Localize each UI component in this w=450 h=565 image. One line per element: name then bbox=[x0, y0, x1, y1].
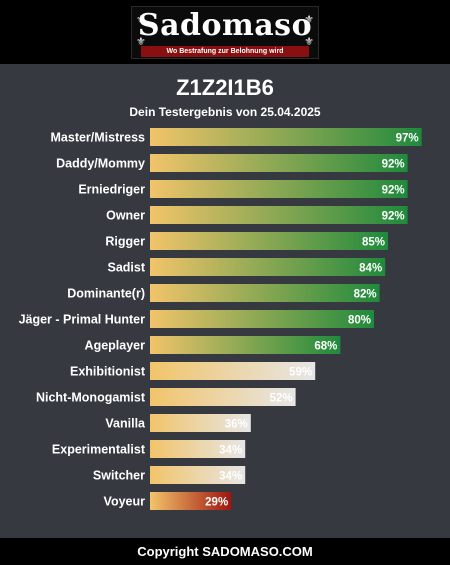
result-subtitle: Dein Testergebnis von 25.04.2025 bbox=[129, 105, 321, 119]
fleur-icon: ⚜ bbox=[136, 14, 146, 26]
bar-value-label: 92% bbox=[382, 159, 405, 171]
category-label: Dominante(r) bbox=[67, 287, 145, 301]
category-label: Master/Mistress bbox=[51, 131, 146, 145]
bar bbox=[150, 362, 316, 380]
category-label: Jäger - Primal Hunter bbox=[19, 313, 146, 327]
bar-value-label: 59% bbox=[289, 367, 312, 379]
category-label: Switcher bbox=[93, 469, 145, 483]
top-bar: ⚜ ⚜ ⚜ ⚜ Sadomaso Wo Bestrafung zur Beloh… bbox=[0, 0, 450, 64]
category-label: Experimentalist bbox=[52, 443, 146, 457]
logo-text: Sadomaso bbox=[137, 8, 313, 43]
bar-value-label: 85% bbox=[362, 237, 385, 249]
result-title: Z1Z2I1B6 bbox=[176, 75, 274, 100]
category-label: Owner bbox=[106, 209, 145, 223]
bar bbox=[150, 284, 380, 302]
logo-tagline: Wo Bestrafung zur Belohnung wird bbox=[141, 46, 309, 57]
footer-copyright: Copyright SADOMASO.COM bbox=[0, 538, 450, 565]
bar-value-label: 84% bbox=[359, 263, 382, 275]
category-label: Sadist bbox=[107, 261, 145, 275]
bar bbox=[150, 232, 388, 250]
category-label: Daddy/Mommy bbox=[56, 157, 145, 171]
bar-value-label: 82% bbox=[354, 289, 377, 301]
bar bbox=[150, 258, 386, 276]
bar-value-label: 36% bbox=[225, 419, 248, 431]
bar-value-label: 52% bbox=[270, 393, 293, 405]
bar bbox=[150, 154, 408, 172]
category-label: Rigger bbox=[105, 235, 145, 249]
bar-value-label: 80% bbox=[348, 315, 371, 327]
bar bbox=[150, 388, 296, 406]
bar-value-label: 34% bbox=[219, 471, 242, 483]
site-logo[interactable]: ⚜ ⚜ ⚜ ⚜ Sadomaso Wo Bestrafung zur Beloh… bbox=[131, 6, 319, 59]
bar bbox=[150, 466, 246, 484]
bar-value-label: 97% bbox=[396, 133, 419, 145]
bar bbox=[150, 128, 422, 146]
category-label: Vanilla bbox=[105, 417, 146, 431]
category-label: Ageplayer bbox=[85, 339, 146, 353]
bar bbox=[150, 414, 251, 432]
category-label: Voyeur bbox=[104, 495, 146, 509]
bar bbox=[150, 206, 408, 224]
bar-value-label: 68% bbox=[314, 341, 337, 353]
fleur-icon: ⚜ bbox=[304, 36, 314, 48]
bar bbox=[150, 310, 374, 328]
bar-value-label: 92% bbox=[382, 185, 405, 197]
bar bbox=[150, 492, 232, 510]
fleur-icon: ⚜ bbox=[136, 36, 146, 48]
category-label: Nicht-Monogamist bbox=[36, 391, 146, 405]
bar bbox=[150, 180, 408, 198]
bar bbox=[150, 336, 341, 354]
bar-value-label: 34% bbox=[219, 445, 242, 457]
bar bbox=[150, 440, 246, 458]
category-label: Exhibitionist bbox=[70, 365, 146, 379]
fleur-icon: ⚜ bbox=[304, 14, 314, 26]
bar-value-label: 29% bbox=[205, 497, 228, 509]
category-label: Erniedriger bbox=[78, 183, 145, 197]
bar-value-label: 92% bbox=[382, 211, 405, 223]
